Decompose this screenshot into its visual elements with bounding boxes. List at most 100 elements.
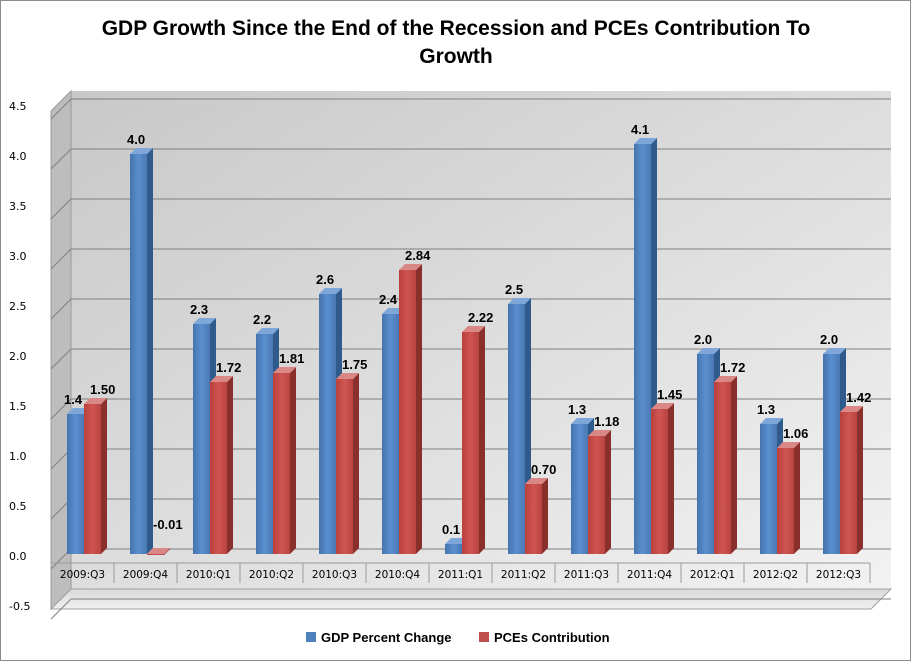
bar-gdp-2010-q2-front bbox=[256, 334, 273, 554]
bar-gdp-2012-q3-front bbox=[823, 354, 840, 554]
bar-pce-2012-q1 bbox=[714, 376, 737, 554]
bar-pce-2010-q4-front bbox=[399, 270, 416, 554]
bar-pce-2012-q3-front bbox=[840, 412, 857, 554]
legend-swatch-pce bbox=[479, 632, 489, 642]
bar-gdp-2011-q2-front bbox=[508, 304, 525, 554]
data-label-pce: 1.81 bbox=[279, 351, 304, 366]
x-tick-label: 2010:Q1 bbox=[186, 569, 231, 581]
bar-pce-2011-q2 bbox=[525, 478, 548, 554]
bar-pce-2011-q2-top bbox=[525, 478, 548, 484]
x-tick-label: 2011:Q1 bbox=[438, 569, 483, 581]
bar-gdp-2009-q4-front bbox=[130, 154, 147, 554]
bar-pce-2009-q3-side bbox=[101, 398, 107, 554]
bar-pce-2010-q3-top bbox=[336, 373, 359, 379]
bar-pce-2009-q4-top bbox=[147, 548, 170, 554]
data-label-gdp: 2.3 bbox=[190, 302, 208, 317]
bar-pce-2010-q2-top bbox=[273, 367, 296, 373]
data-labels: 1.4 1.50 4.0 -0.01 2.3 1.72 2.2 1.81 2.6 1.75 2.4 2… bbox=[64, 122, 871, 537]
bar-gdp-2011-q3-top bbox=[571, 418, 594, 424]
bar-pce-2012-q1-front bbox=[714, 382, 731, 554]
bar-gdp-2011-q3-front bbox=[571, 424, 588, 554]
bar-pce-2009-q4-front bbox=[147, 554, 164, 555]
bars bbox=[67, 138, 863, 555]
bar-gdp-2010-q3-top bbox=[319, 288, 342, 294]
data-label-gdp: 4.0 bbox=[127, 132, 145, 147]
x-axis: 2009:Q3 2009:Q4 2010:Q1 2010:Q2 2010:Q3 2010:… bbox=[50, 562, 871, 583]
bar-pce-2011-q3-top bbox=[588, 430, 611, 436]
data-label-pce: 1.18 bbox=[594, 414, 619, 429]
bar-pce-2010-q4-top bbox=[399, 264, 422, 270]
bar-pce-2012-q2-top bbox=[777, 442, 800, 448]
gridline-side bbox=[50, 348, 72, 370]
bar-gdp-2011-q4-top bbox=[634, 138, 657, 144]
bar-gdp-2009-q4-top bbox=[130, 148, 153, 154]
bar-pce-2010-q2-front bbox=[273, 373, 290, 554]
y-tick-label: 4.0 bbox=[9, 150, 27, 163]
bar-gdp-2010-q3-front bbox=[319, 294, 336, 554]
x-tick-label: 2010:Q2 bbox=[249, 569, 294, 581]
gridline-side bbox=[50, 148, 72, 170]
bar-gdp-2010-q4-front bbox=[382, 314, 399, 554]
y-tick-label: 0.0 bbox=[9, 550, 27, 563]
bar-gdp-2012-q1-front bbox=[697, 354, 714, 554]
data-label-gdp: 1.3 bbox=[568, 402, 586, 417]
bar-pce-2009-q4 bbox=[147, 548, 170, 555]
bar-pce-2010-q3-front bbox=[336, 379, 353, 554]
x-tick-label: 2012:Q1 bbox=[690, 569, 735, 581]
data-label-pce: 1.45 bbox=[657, 387, 682, 402]
data-label-pce: 1.72 bbox=[216, 360, 241, 375]
y-tick-label: 2.0 bbox=[9, 350, 27, 363]
bar-pce-2009-q3 bbox=[84, 398, 107, 554]
data-label-gdp: 1.4 bbox=[64, 392, 83, 407]
bar-pce-2010-q1-side bbox=[227, 376, 233, 554]
chart-title-line-1: GDP Growth Since the End of the Recessio… bbox=[102, 17, 811, 40]
y-tick-label: 2.5 bbox=[9, 300, 27, 313]
y-axis: 4.5 4.0 3.5 3.0 2.5 2.0 1.5 1.0 0.5 0.0 -0.5 bbox=[9, 100, 30, 613]
bar-pce-2011-q2-side bbox=[542, 478, 548, 554]
bar-pce-2010-q3-side bbox=[353, 373, 359, 554]
y-tick-label: 3.5 bbox=[9, 200, 27, 213]
bar-gdp-2010-q1-front bbox=[193, 324, 210, 554]
data-label-pce: 1.72 bbox=[720, 360, 745, 375]
data-label-pce: 1.75 bbox=[342, 357, 367, 372]
data-label-gdp: 2.5 bbox=[505, 282, 523, 297]
bar-pce-2009-q4-side bbox=[164, 548, 170, 555]
y-tick-label: 0.5 bbox=[9, 500, 27, 513]
data-label-pce: 0.70 bbox=[531, 462, 556, 477]
bar-pce-2012-q3-side bbox=[857, 406, 863, 554]
y-tick-label: 3.0 bbox=[9, 250, 27, 263]
bar-gdp-2010-q2-top bbox=[256, 328, 279, 334]
data-label-gdp: 0.1 bbox=[442, 522, 460, 537]
data-label-gdp: 2.0 bbox=[694, 332, 712, 347]
bar-pce-2011-q3-front bbox=[588, 436, 605, 554]
bar-pce-2012-q3-top bbox=[840, 406, 863, 412]
data-label-pce: 1.42 bbox=[846, 390, 871, 405]
bar-pce-2010-q1-front bbox=[210, 382, 227, 554]
bar-gdp-2012-q1-top bbox=[697, 348, 720, 354]
bar-gdp-2011-q2-top bbox=[508, 298, 531, 304]
bar-pce-2009-q3-front bbox=[84, 404, 101, 554]
bar-gdp-2012-q2-top bbox=[760, 418, 783, 424]
chart-title-line-2: Growth bbox=[419, 45, 493, 68]
y-tick-label: 4.5 bbox=[9, 100, 27, 113]
bar-pce-2012-q2-front bbox=[777, 448, 794, 554]
bar-pce-2012-q2 bbox=[777, 442, 800, 554]
y-tick-label: 1.0 bbox=[9, 450, 27, 463]
bar-gdp-2012-q2-front bbox=[760, 424, 777, 554]
bar-pce-2011-q3 bbox=[588, 430, 611, 554]
data-label-gdp: 2.2 bbox=[253, 312, 271, 327]
gridline-side bbox=[50, 298, 72, 320]
gridline-side bbox=[50, 198, 72, 220]
data-label-pce: 1.50 bbox=[90, 382, 115, 397]
y-tick-label: -0.5 bbox=[9, 600, 30, 613]
x-tick-label: 2012:Q2 bbox=[753, 569, 798, 581]
bar-gdp-2011-q4-front bbox=[634, 144, 651, 554]
bar-pce-2010-q1 bbox=[210, 376, 233, 554]
data-label-gdp: 4.1 bbox=[631, 122, 649, 137]
legend: GDP Percent Change PCEs Contribution bbox=[306, 630, 610, 645]
x-tick-label: 2009:Q4 bbox=[123, 569, 169, 581]
bar-pce-2011-q1-side bbox=[479, 326, 485, 554]
bar-pce-2010-q3 bbox=[336, 373, 359, 554]
